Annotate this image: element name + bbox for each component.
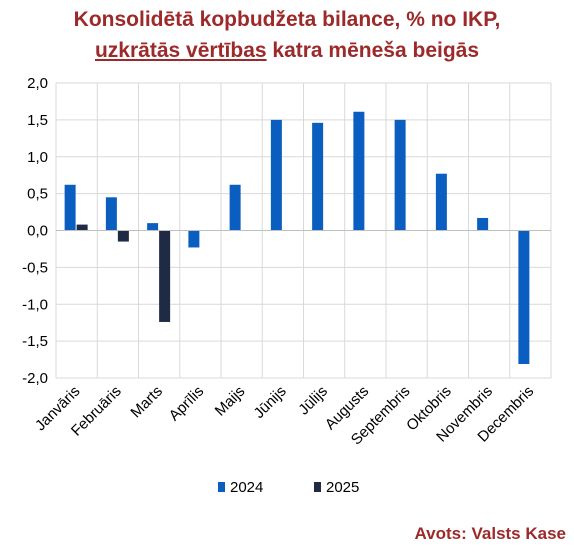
x-tick-label: Maijs bbox=[212, 383, 249, 420]
y-tick-label: -1,0 bbox=[22, 296, 48, 313]
bar-2025 bbox=[117, 230, 129, 242]
bar-2024 bbox=[270, 119, 282, 231]
title-rest: katra mēneša beigās bbox=[266, 39, 480, 62]
y-tick-label: 1,5 bbox=[27, 112, 48, 129]
chart-title: Konsolidētā kopbudžeta bilance, % no IKP… bbox=[0, 4, 574, 66]
x-tick-label: Jūnijs bbox=[251, 383, 290, 422]
y-tick-label: -0,5 bbox=[22, 259, 48, 276]
x-tick-label: Marts bbox=[127, 383, 166, 422]
bar-2024 bbox=[312, 122, 324, 231]
bar-2024 bbox=[477, 217, 489, 231]
x-tick-label: Aprīlis bbox=[166, 383, 207, 424]
title-line-2: uzkrātās vērtības katra mēneša beigās bbox=[0, 35, 574, 66]
y-tick-label: -2,0 bbox=[22, 370, 48, 387]
bar-2024 bbox=[435, 173, 447, 231]
y-tick-label: 2,0 bbox=[27, 75, 48, 92]
y-tick-label: 0,0 bbox=[27, 223, 48, 240]
bar-2024 bbox=[105, 197, 117, 231]
legend-label-2025: 2025 bbox=[326, 479, 359, 496]
bar-2024 bbox=[188, 230, 200, 248]
bar-2024 bbox=[518, 230, 530, 364]
y-tick-label: -1,5 bbox=[22, 333, 48, 350]
bar-2025 bbox=[159, 230, 171, 322]
y-tick-label: 0,5 bbox=[27, 186, 48, 203]
legend-swatch-2025 bbox=[314, 482, 321, 492]
bar-2024 bbox=[147, 223, 159, 231]
title-underlined: uzkrātās vērtības bbox=[94, 39, 267, 62]
bar-2024 bbox=[229, 184, 241, 231]
title-line-1: Konsolidētā kopbudžeta bilance, % no IKP… bbox=[73, 8, 501, 31]
bar-2024 bbox=[394, 119, 406, 231]
bar-2024 bbox=[64, 184, 76, 231]
y-tick-label: 1,0 bbox=[27, 149, 48, 166]
x-tick-label: Jūlijs bbox=[295, 383, 331, 419]
legend-label-2024: 2024 bbox=[230, 479, 263, 496]
bar-2024 bbox=[353, 111, 365, 231]
legend-swatch-2024 bbox=[218, 482, 225, 492]
source-note: Avots: Valsts Kase bbox=[414, 524, 567, 543]
bar-2025 bbox=[76, 224, 88, 231]
